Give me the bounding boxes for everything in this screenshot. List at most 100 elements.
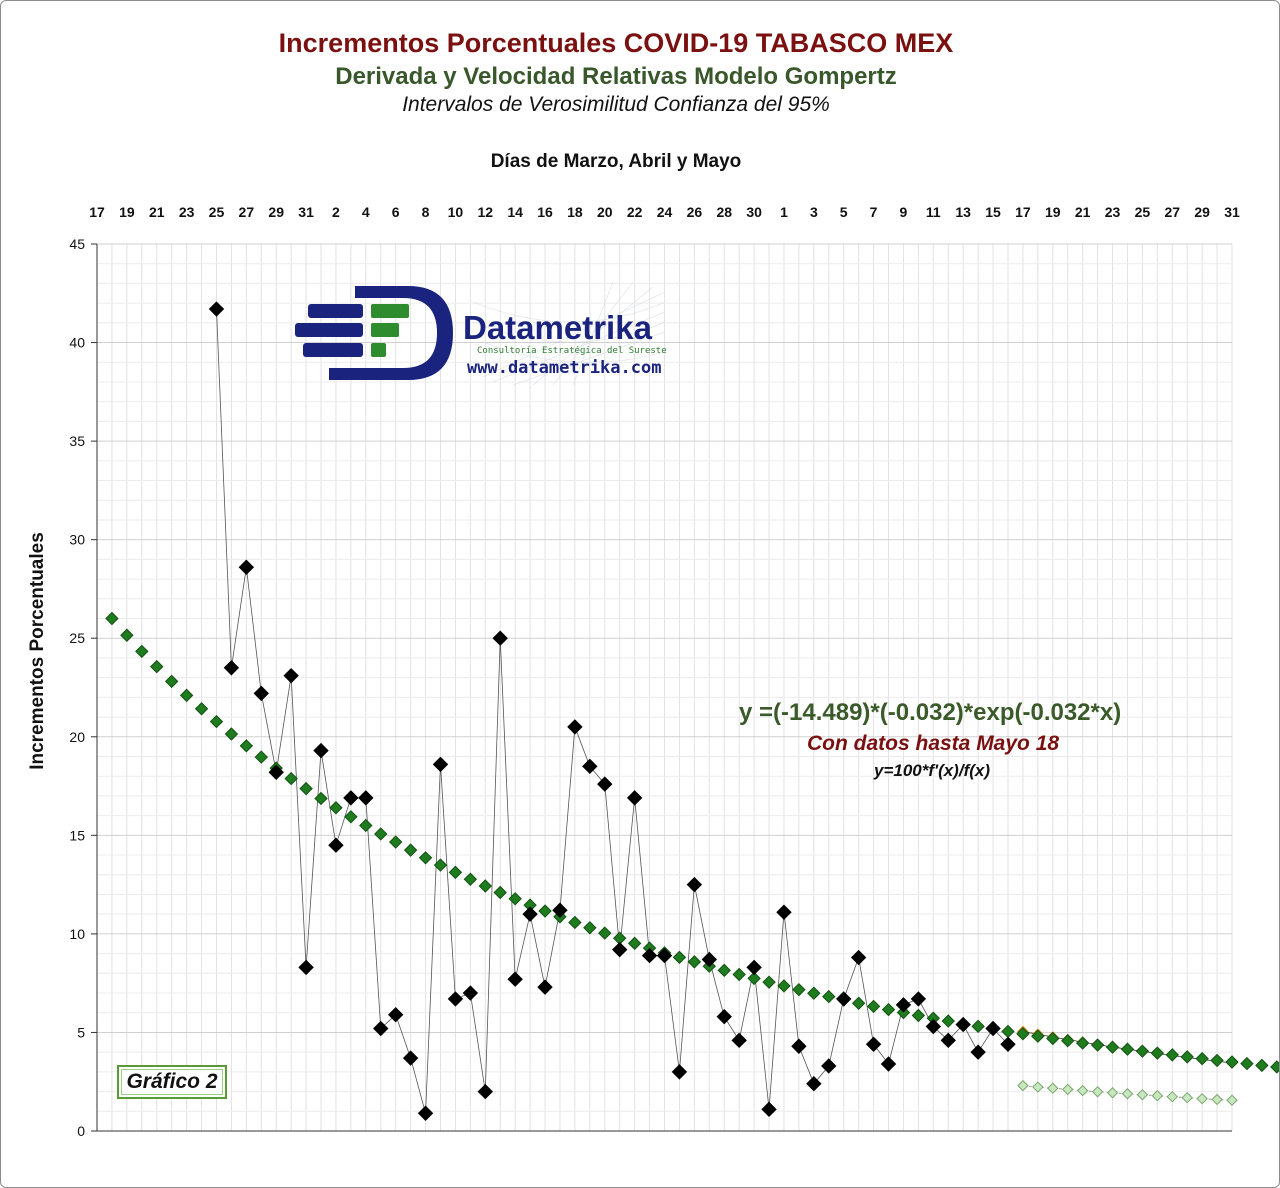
x-tick-label: 27	[1164, 204, 1180, 220]
observed-point	[283, 667, 299, 684]
lower-bound-point	[1106, 1087, 1119, 1099]
observed-point	[537, 979, 553, 995]
lower-bound-point	[1076, 1084, 1089, 1097]
observed-point	[940, 1032, 956, 1049]
model-point	[1210, 1053, 1224, 1068]
model-point	[135, 644, 149, 659]
chart-title: Incrementos Porcentuales COVID-19 TABASC…	[278, 28, 954, 58]
y-tick-label: 10	[69, 926, 85, 942]
model-point	[359, 818, 373, 833]
lower-bound-point	[1136, 1089, 1149, 1101]
y-tick-label: 5	[77, 1024, 85, 1040]
observed-point	[641, 947, 658, 964]
x-tick-label: 1	[780, 204, 788, 220]
model-point	[538, 904, 552, 918]
observed-point	[970, 1044, 986, 1060]
lower-bound-point	[1211, 1093, 1223, 1106]
observed-point	[402, 1050, 419, 1066]
model-point	[1270, 1060, 1279, 1074]
model-point	[164, 674, 179, 689]
observed-point	[716, 1008, 732, 1025]
x-tick-label: 23	[179, 204, 195, 220]
observed-point	[582, 758, 598, 775]
lower-bound-point	[1226, 1094, 1238, 1106]
logo-url: www.datametrika.com	[467, 358, 662, 378]
lower-bound-point	[1091, 1086, 1104, 1098]
x-tick-label: 30	[746, 204, 762, 220]
model-point	[314, 791, 328, 806]
observed-point	[447, 991, 464, 1007]
model-point	[717, 963, 731, 978]
model-point	[807, 986, 821, 1000]
model-equation: y =(-14.489)*(-0.032)*exp(-0.032*x)	[739, 699, 1122, 726]
lower-bound-point	[1166, 1090, 1178, 1103]
y-tick-label: 45	[69, 236, 85, 252]
observed-point	[686, 876, 703, 893]
model-point	[687, 955, 702, 969]
observed-point	[1000, 1036, 1016, 1052]
model-point	[911, 1008, 926, 1023]
model-point	[433, 858, 448, 872]
model-point	[1105, 1040, 1120, 1054]
y-tick-label: 0	[77, 1123, 85, 1139]
x-tick-label: 26	[687, 204, 703, 220]
model-point	[209, 714, 224, 729]
model-point	[179, 688, 194, 703]
model-point	[329, 801, 343, 815]
model-point	[448, 865, 463, 880]
model-point	[1240, 1056, 1254, 1071]
x-tick-label: 14	[507, 204, 523, 220]
x-tick-label: 8	[422, 204, 430, 220]
x-tick-label: 4	[362, 204, 370, 220]
observed-point	[373, 1020, 389, 1037]
model-point	[1031, 1029, 1045, 1043]
observed-point	[806, 1075, 822, 1092]
observed-point	[791, 1038, 807, 1054]
model-point	[881, 1002, 896, 1017]
x-axis-label: Días de Marzo, Abril y Mayo	[490, 151, 742, 172]
observed-point	[567, 719, 583, 735]
observed-point	[238, 559, 255, 575]
relative-velocity-formula: y=100*f'(x)/f(x)	[874, 761, 991, 780]
model-point	[971, 1019, 985, 1034]
observed-point	[671, 1064, 688, 1080]
observed-point	[985, 1020, 1001, 1037]
observed-point	[821, 1058, 837, 1074]
model-point	[150, 659, 164, 674]
model-point	[777, 979, 791, 993]
x-tick-label: 12	[478, 204, 494, 220]
x-tick-label: 6	[392, 204, 400, 220]
model-point	[1061, 1034, 1075, 1048]
observed-point	[313, 742, 329, 759]
chart-number-badge: Gráfico 2	[117, 1065, 227, 1099]
model-point	[1046, 1031, 1060, 1046]
model-point	[284, 771, 298, 786]
model-point	[941, 1014, 955, 1028]
observed-point	[626, 790, 643, 806]
observed-point	[761, 1101, 777, 1118]
y-tick-label: 20	[69, 729, 85, 745]
observed-point	[328, 837, 344, 853]
x-tick-label: 28	[716, 204, 732, 220]
observed-point	[268, 764, 284, 780]
x-tick-label: 21	[1075, 204, 1091, 220]
model-point	[851, 996, 866, 1010]
x-tick-label: 25	[209, 204, 225, 220]
model-point	[1090, 1038, 1105, 1052]
x-tick-label: 17	[89, 204, 105, 220]
observed-point	[208, 301, 225, 317]
x-tick-label: 25	[1135, 204, 1151, 220]
model-point	[508, 892, 522, 906]
x-tick-label: 16	[537, 204, 553, 220]
observed-point	[387, 1006, 404, 1023]
observed-point	[955, 1016, 971, 1033]
model-point	[120, 628, 134, 642]
model-point	[598, 926, 612, 940]
model-point	[194, 702, 209, 716]
model-point	[239, 739, 254, 753]
x-tick-label: 27	[239, 204, 255, 220]
observed-point	[223, 660, 240, 676]
model-point	[627, 936, 642, 951]
